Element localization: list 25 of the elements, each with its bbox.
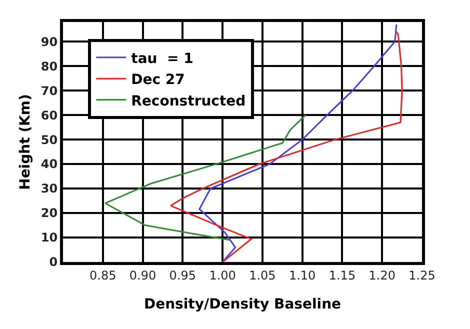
x-tick-label: 0.90 [129,268,156,282]
legend-label: tau = 1 [131,50,194,67]
x-tick-label: 0.95 [169,268,196,282]
line-series [104,114,306,241]
y-tick-label: 70 [40,84,58,98]
y-tick-label: 60 [40,108,58,122]
y-tick-label: 30 [40,182,58,196]
y-tick-label: 40 [40,157,58,172]
x-tick-label: 1.15 [328,268,356,282]
y-tick-label: 10 [40,230,58,245]
y-tick-label: 20 [40,206,58,220]
x-tick-label: 0.85 [90,268,116,282]
x-tick-label: 1.20 [368,268,396,282]
y-tick-label: 50 [40,132,58,147]
y-tick-label: 0 [49,255,58,270]
x-tick-label: 1.10 [288,268,316,282]
y-tick-label: 80 [40,59,58,74]
x-axis-title: Density/Density Baseline [144,296,342,313]
x-tick-label: 1.05 [249,268,276,282]
legend-label: Reconstructed [131,93,246,110]
x-tick-label: 1.00 [209,268,236,282]
y-tick-label: 90 [40,34,58,49]
legend-label: Dec 27 [131,72,185,88]
x-tick-label: 1.25 [408,268,436,282]
y-axis-title: Height (Km) [17,94,34,190]
